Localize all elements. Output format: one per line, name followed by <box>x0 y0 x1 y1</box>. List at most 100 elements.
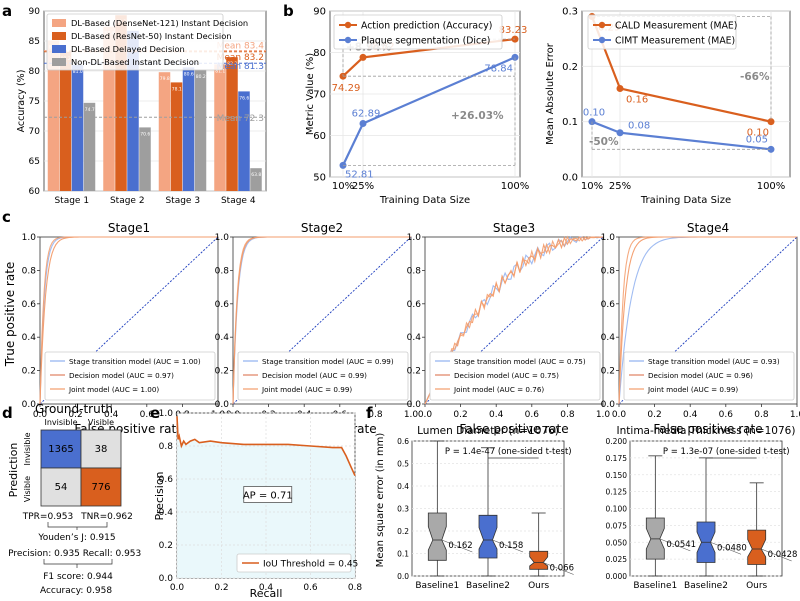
panel-b-right-ylabel: Mean Absolute Error <box>545 42 556 145</box>
legend-label: CIMT Measurement (MAE) <box>615 36 735 47</box>
ytick-label: 0.6 <box>215 300 230 310</box>
legend-label: DL-Based (ResNet-50) Instant Decision <box>71 31 232 41</box>
point-label: 0.05 <box>746 134 768 145</box>
legend-marker <box>344 21 352 29</box>
bar <box>71 65 84 191</box>
xtick-label: 1.0 <box>790 410 800 420</box>
metric-bracket-2 <box>43 559 113 568</box>
roc-xlabel: False positive rate <box>459 422 568 436</box>
bar <box>158 72 171 191</box>
ytick-label: 0.5 <box>397 460 409 469</box>
xtick-label: 0.4 <box>259 583 274 593</box>
xtick-label: Baseline2 <box>466 581 510 591</box>
xtick-label: 0.8 <box>348 583 363 593</box>
ytick-label: 0.2 <box>159 541 173 551</box>
bar <box>115 15 127 192</box>
xtick-label: 0.0 <box>612 410 627 420</box>
mean-label: Mean 83.4 <box>217 42 265 52</box>
roc-panel-title: Stage1 <box>108 221 150 235</box>
ytick-label: 0.1 <box>562 117 578 128</box>
ytick-label: 0.4 <box>215 333 230 343</box>
ytick-label: 0.075 <box>606 521 628 530</box>
xtick-label: 10% <box>581 181 603 192</box>
mean-leader <box>710 541 742 555</box>
roc-legend-label: Decision model (AUC = 0.75) <box>454 371 559 380</box>
bar-value-label: 74.7 <box>85 107 95 113</box>
bar-value-label: 80.6 <box>184 71 194 77</box>
bar <box>238 91 250 191</box>
bar <box>103 26 115 191</box>
panel-e-content: 0.0 0.2 0.4 0.6 0.8 0.0 0.2 0.4 0.6 0.8 1.0 AP = 0.… <box>159 409 363 593</box>
ytick-label: 0.6 <box>407 300 422 310</box>
mean-leader <box>659 538 691 552</box>
bar <box>47 40 60 192</box>
mean-label: Mean 81.3 <box>217 62 264 72</box>
xtick-label: 0.8 <box>754 410 769 420</box>
ytick-label: 0.2 <box>562 62 578 73</box>
xtick-label: 0.0 <box>33 410 48 420</box>
series-point <box>359 53 367 61</box>
xtick-label: 1.0 <box>596 410 611 420</box>
ytick-label: 1.0 <box>407 233 422 243</box>
ytick-label: 0.2 <box>22 367 36 377</box>
roc-diagonal <box>39 236 219 405</box>
point-label: 83.23 <box>499 25 528 36</box>
ytick-label: 0.050 <box>606 538 628 547</box>
ytick-label: 0.4 <box>397 482 409 491</box>
mean-label: 0.162 <box>448 541 472 551</box>
mean-label: 0.0428 <box>768 550 798 560</box>
panel-b-left-ylabel: Metric Value (%) <box>305 53 316 135</box>
panel-b-right-xlabel: Training Data Size <box>640 195 731 206</box>
panel-a-ytick: 80 <box>29 67 41 77</box>
panel-d-row-label-visible: Visible <box>23 476 32 502</box>
delta-annotation: -50% <box>589 136 619 148</box>
ytick-label: 0.100 <box>606 505 628 514</box>
series-point <box>616 129 624 137</box>
panel-a-ytick: 85 <box>29 37 40 47</box>
ytick-label: 1.0 <box>159 409 174 419</box>
ytick-label: 70 <box>313 90 326 101</box>
legend-label: DL-Based Delayed Decision <box>71 44 185 54</box>
xtick-label: 0.0 <box>418 410 433 420</box>
mean-leader <box>441 539 473 553</box>
roc-curve <box>424 235 604 405</box>
ytick-label: 0.3 <box>562 7 578 18</box>
pr-legend-box <box>236 553 352 573</box>
confusion-value-tp: 776 <box>91 482 110 493</box>
legend-marker <box>344 36 352 44</box>
panel-a-ylabel: Accuracy (%) <box>16 70 27 133</box>
ytick-label: 0.0 <box>407 400 422 410</box>
panel-f: 0.0 0.1 0.2 0.3 0.4 0.5 0.6 Lumen Diameter (n=1… <box>375 425 797 591</box>
roc-curve <box>424 236 604 405</box>
metric-recall: Recall: 0.953 <box>83 549 142 559</box>
box <box>478 514 498 559</box>
mean-label: 0.066 <box>550 564 574 574</box>
roc-legend-label: Decision model (AUC = 0.99) <box>262 371 367 380</box>
series-point <box>767 145 775 153</box>
ytick-label: 0.4 <box>601 333 616 343</box>
ytick-label: 50 <box>313 173 326 184</box>
ytick-label: 0.200 <box>606 437 628 446</box>
xtick-label: 0.2 <box>68 410 82 420</box>
roc-legend-label: Joint model (AUC = 1.00) <box>68 385 159 394</box>
ap-box <box>243 486 293 503</box>
panel-b-right: 0.00.10.20.310%25%100%0.290.160.100.100.… <box>545 7 791 206</box>
bar <box>139 127 151 191</box>
ytick-label: 0.000 <box>606 572 628 581</box>
ytick-label: 1.0 <box>601 233 616 243</box>
panel-f-ylabel: Mean square error (in mm) <box>375 433 386 568</box>
xtick-label: 25% <box>352 181 374 192</box>
xtick-label: Baseline1 <box>633 581 677 591</box>
xtick-label: 0.6 <box>140 410 155 420</box>
panel-d: Ground-truth Invisible Visible Predictio… <box>7 402 141 596</box>
panel-a-ytick: 75 <box>29 97 40 107</box>
ap-annotation: AP = 0.71 <box>243 491 293 502</box>
roc-legend-box <box>623 351 795 401</box>
metric-youden: Youden’s J: 0.915 <box>37 533 115 543</box>
panel-e-xlabel: Recall <box>250 587 283 600</box>
roc-legend-label: Joint model (AUC = 0.99) <box>261 385 352 394</box>
ytick-label: 60 <box>313 131 326 142</box>
bar <box>214 64 226 191</box>
xtick-label: 25% <box>609 181 631 192</box>
